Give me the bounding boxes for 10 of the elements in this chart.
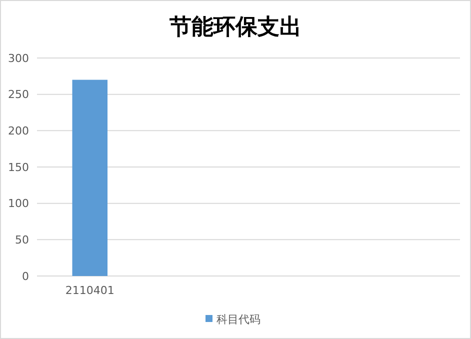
x-tick-label: 2110401 [65,284,114,297]
chart-title: 节能环保支出 [168,14,302,40]
y-tick-label: 50 [15,234,29,247]
legend-label: 科目代码 [216,312,260,326]
y-tick-label: 0 [22,270,29,283]
y-tick-label: 100 [8,197,29,210]
y-tick-label: 150 [8,160,29,174]
y-tick-label: 250 [8,88,29,102]
y-tick-label: 200 [8,124,29,138]
y-tick-label: 300 [8,52,29,65]
